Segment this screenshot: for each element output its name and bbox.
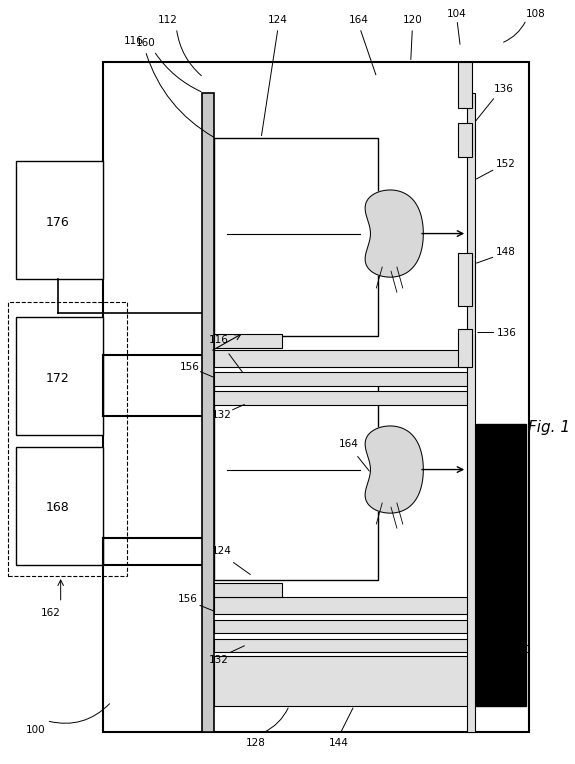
Text: 112: 112 [158, 15, 178, 25]
Bar [476, 424, 526, 705]
Text: 164: 164 [339, 439, 358, 449]
Text: 172: 172 [46, 372, 70, 385]
Text: 124: 124 [212, 546, 232, 556]
Text: 162: 162 [41, 608, 61, 618]
Bar [214, 350, 471, 367]
Bar [214, 620, 471, 633]
Text: 156: 156 [178, 594, 198, 604]
Bar [214, 597, 471, 614]
Text: 120: 120 [395, 436, 415, 446]
Bar [458, 253, 472, 306]
Polygon shape [365, 426, 423, 513]
Bar [214, 391, 471, 405]
Text: 136: 136 [494, 84, 513, 94]
Bar [214, 382, 378, 580]
Text: 156: 156 [179, 362, 200, 372]
Text: 148: 148 [496, 247, 515, 257]
Text: 144: 144 [329, 738, 349, 748]
Bar [214, 639, 471, 652]
Text: 116: 116 [209, 335, 229, 345]
Bar [458, 329, 472, 367]
Text: 120: 120 [402, 15, 422, 24]
Bar [103, 63, 529, 732]
Text: 140: 140 [512, 645, 532, 655]
Bar [458, 123, 472, 157]
Bar [202, 92, 214, 732]
Text: 160: 160 [136, 38, 155, 48]
Bar [16, 161, 103, 279]
Bar [214, 656, 471, 705]
Text: Fig. 1: Fig. 1 [528, 420, 570, 435]
Text: 168: 168 [46, 501, 70, 514]
Text: 176: 176 [46, 215, 70, 228]
Text: 104: 104 [447, 8, 466, 18]
Bar [16, 447, 103, 565]
Bar [16, 317, 103, 435]
Text: 100: 100 [25, 725, 45, 735]
Text: 164: 164 [349, 15, 369, 24]
Text: 136: 136 [497, 328, 516, 338]
Text: 124: 124 [268, 15, 288, 24]
Bar [467, 92, 475, 732]
Bar [214, 334, 282, 348]
Bar [458, 63, 472, 108]
Text: 108: 108 [526, 8, 545, 18]
Bar [214, 372, 471, 386]
Text: 116: 116 [124, 36, 144, 46]
Polygon shape [365, 190, 423, 277]
Text: 132: 132 [209, 655, 229, 665]
Bar [214, 583, 282, 597]
Text: 152: 152 [496, 159, 515, 170]
Bar [214, 138, 378, 336]
Text: 132: 132 [212, 410, 232, 420]
Bar [8, 302, 126, 576]
Text: 128: 128 [246, 738, 266, 748]
